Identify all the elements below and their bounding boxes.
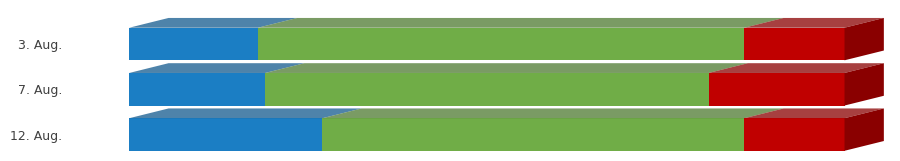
Polygon shape: [266, 63, 748, 73]
Polygon shape: [744, 18, 884, 28]
FancyBboxPatch shape: [744, 28, 844, 60]
FancyBboxPatch shape: [322, 118, 744, 151]
Polygon shape: [708, 63, 884, 73]
Polygon shape: [322, 109, 784, 118]
Polygon shape: [844, 109, 884, 151]
FancyBboxPatch shape: [130, 73, 266, 106]
Polygon shape: [744, 109, 884, 118]
FancyBboxPatch shape: [130, 118, 322, 151]
Polygon shape: [844, 63, 884, 106]
FancyBboxPatch shape: [258, 28, 744, 60]
FancyBboxPatch shape: [708, 73, 844, 106]
Polygon shape: [130, 18, 297, 28]
FancyBboxPatch shape: [744, 118, 844, 151]
Polygon shape: [130, 63, 304, 73]
Polygon shape: [130, 109, 362, 118]
Polygon shape: [844, 18, 884, 60]
Polygon shape: [258, 18, 784, 28]
FancyBboxPatch shape: [130, 28, 258, 60]
FancyBboxPatch shape: [266, 73, 708, 106]
